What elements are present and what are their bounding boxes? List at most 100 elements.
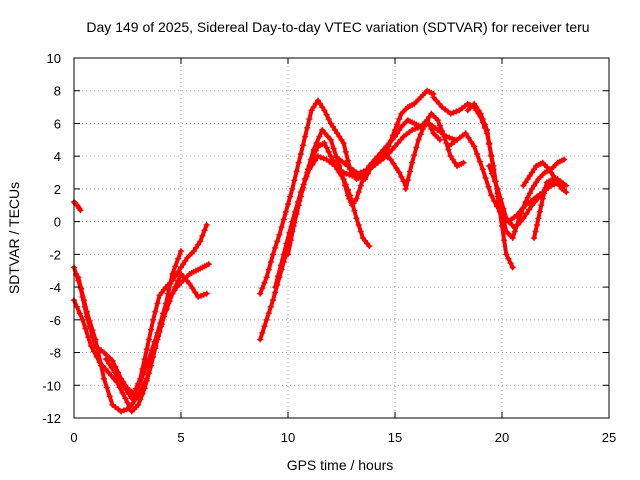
data-point	[327, 120, 334, 127]
data-point	[443, 140, 450, 147]
data-point	[334, 130, 341, 137]
data-point	[151, 338, 158, 345]
data-point	[143, 363, 150, 370]
data-point	[344, 192, 351, 199]
data-point	[120, 382, 127, 389]
data-point	[73, 303, 80, 310]
data-point	[77, 207, 84, 214]
data-point	[474, 151, 481, 157]
data-point	[129, 400, 136, 407]
series-arc-late-1	[430, 94, 516, 271]
data-point	[479, 116, 486, 123]
data-point	[503, 215, 510, 222]
data-point	[322, 130, 329, 137]
data-point	[163, 300, 170, 307]
data-point	[541, 190, 548, 197]
data-point	[319, 127, 326, 133]
series-trace	[76, 272, 209, 414]
data-point	[313, 140, 320, 147]
data-point	[172, 284, 179, 291]
data-point	[563, 189, 570, 196]
series-arc-late-6	[531, 176, 570, 241]
data-point	[460, 159, 467, 166]
data-point	[353, 195, 360, 202]
data-point	[513, 212, 520, 219]
data-point	[417, 131, 424, 138]
data-point	[468, 139, 475, 145]
data-layer	[71, 87, 570, 415]
data-point	[528, 202, 535, 209]
data-point	[357, 228, 364, 235]
data-point	[501, 219, 508, 226]
data-point	[447, 110, 454, 117]
data-point	[406, 168, 413, 175]
x-tick-label: 0	[70, 430, 77, 445]
data-point	[140, 381, 147, 388]
data-point	[477, 110, 484, 117]
data-point	[509, 264, 516, 271]
data-point	[270, 251, 277, 258]
x-tick-label: 15	[388, 430, 402, 445]
data-point	[430, 94, 437, 101]
data-point	[327, 136, 334, 143]
data-point	[78, 285, 85, 292]
series-arc-early-5	[103, 248, 184, 402]
data-point	[446, 134, 453, 141]
data-point	[520, 215, 527, 222]
x-tick-label: 25	[602, 430, 616, 445]
data-point	[349, 172, 356, 179]
data-point	[548, 169, 555, 176]
data-point	[103, 356, 110, 363]
data-point	[436, 122, 443, 129]
data-point	[143, 346, 150, 353]
data-point	[293, 208, 300, 215]
data-point	[533, 221, 540, 228]
data-point	[497, 195, 504, 202]
data-point	[128, 395, 135, 402]
data-point	[426, 113, 433, 120]
data-point	[323, 111, 330, 118]
data-point	[500, 205, 507, 212]
data-point	[471, 100, 478, 107]
data-point	[526, 190, 533, 197]
y-tick-label: 4	[54, 149, 61, 164]
data-point	[436, 136, 443, 143]
data-point	[394, 121, 401, 128]
data-point	[563, 182, 570, 189]
data-point	[531, 166, 538, 173]
data-point	[453, 108, 460, 115]
data-point	[145, 336, 152, 343]
data-point	[506, 218, 513, 225]
data-point	[157, 320, 164, 327]
data-point	[450, 109, 457, 116]
data-point	[392, 133, 398, 140]
data-point	[471, 143, 478, 150]
data-point	[344, 157, 351, 164]
chart-title: Day 149 of 2025, Sidereal Day-to-day VTE…	[86, 19, 589, 35]
data-point	[285, 201, 291, 208]
series-arc-early-1	[71, 199, 84, 214]
data-point	[310, 104, 317, 111]
data-point	[293, 168, 300, 175]
data-point	[108, 372, 115, 379]
data-point	[524, 194, 531, 201]
data-point	[411, 152, 418, 159]
y-tick-label: -12	[42, 411, 61, 426]
plot-frame	[73, 57, 610, 419]
data-point	[526, 172, 533, 179]
data-point	[290, 223, 297, 229]
data-point	[340, 140, 347, 147]
data-point	[105, 369, 112, 376]
data-point	[180, 274, 187, 281]
data-point	[135, 401, 142, 408]
data-point	[119, 389, 126, 396]
data-point	[415, 136, 422, 143]
data-point	[503, 251, 510, 258]
data-point	[485, 183, 492, 190]
series-trace	[258, 88, 436, 296]
data-point	[299, 187, 306, 193]
data-point	[561, 156, 568, 163]
data-point	[546, 166, 553, 173]
data-point	[192, 289, 199, 296]
